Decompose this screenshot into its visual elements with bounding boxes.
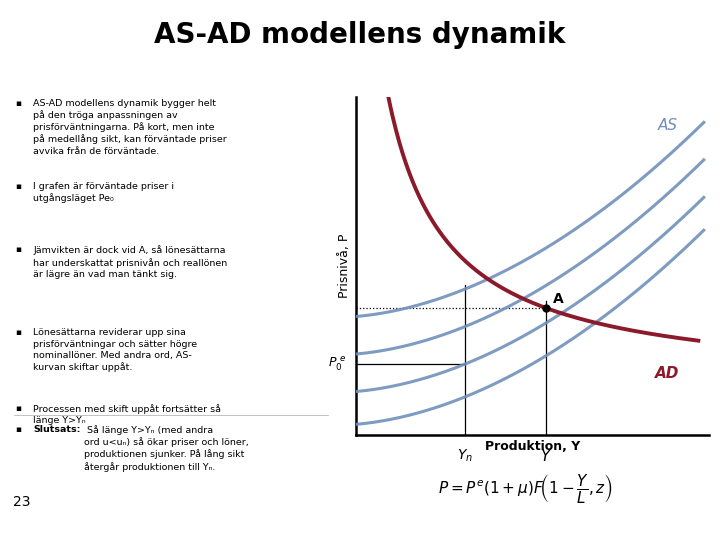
Text: $P_0^{\ e}$: $P_0^{\ e}$ xyxy=(328,356,346,373)
Text: ▪: ▪ xyxy=(15,404,22,413)
Text: $P = P^e(1+\mu)F\!\left(1-\dfrac{Y}{L},z\right)$: $P = P^e(1+\mu)F\!\left(1-\dfrac{Y}{L},z… xyxy=(438,471,613,504)
X-axis label: Produktion, Y: Produktion, Y xyxy=(485,440,580,453)
Y-axis label: Prisnivå, P: Prisnivå, P xyxy=(338,234,351,298)
Text: Slutsats:: Slutsats: xyxy=(33,425,81,434)
Text: A: A xyxy=(553,292,564,306)
Text: ▪: ▪ xyxy=(15,425,22,434)
Text: AS-AD modellens dynamik bygger helt
på den tröga anpassningen av
prisförväntning: AS-AD modellens dynamik bygger helt på d… xyxy=(33,99,227,156)
Text: Så länge Y>Yₙ (med andra
ord u<uₙ) så ökar priser och löner,
produktionen sjunke: Så länge Y>Yₙ (med andra ord u<uₙ) så ök… xyxy=(84,425,249,471)
Text: ▪: ▪ xyxy=(15,328,22,338)
Text: AD: AD xyxy=(655,367,679,381)
Text: ▪: ▪ xyxy=(15,99,22,108)
Text: Jämvikten är dock vid A, så lönesättarna
har underskattat prisnivån och reallöne: Jämvikten är dock vid A, så lönesättarna… xyxy=(33,246,228,279)
Text: Processen med skift uppåt fortsätter så
länge Y>Yₙ: Processen med skift uppåt fortsätter så … xyxy=(33,404,222,425)
Text: $Y$: $Y$ xyxy=(540,448,552,464)
Text: $Y_n$: $Y_n$ xyxy=(457,448,473,464)
Text: AS-AD modellens dynamik: AS-AD modellens dynamik xyxy=(154,21,566,49)
Text: I grafen är förväntade priser i
utgångsläget Pe₀: I grafen är förväntade priser i utgångsl… xyxy=(33,182,174,203)
Text: 23: 23 xyxy=(13,495,30,509)
Text: Lönesättarna reviderar upp sina
prisförväntningar och sätter högre
nominallöner.: Lönesättarna reviderar upp sina prisförv… xyxy=(33,328,197,372)
Text: AS: AS xyxy=(657,118,678,133)
Text: ▪: ▪ xyxy=(15,246,22,254)
Text: ▪: ▪ xyxy=(15,182,22,191)
